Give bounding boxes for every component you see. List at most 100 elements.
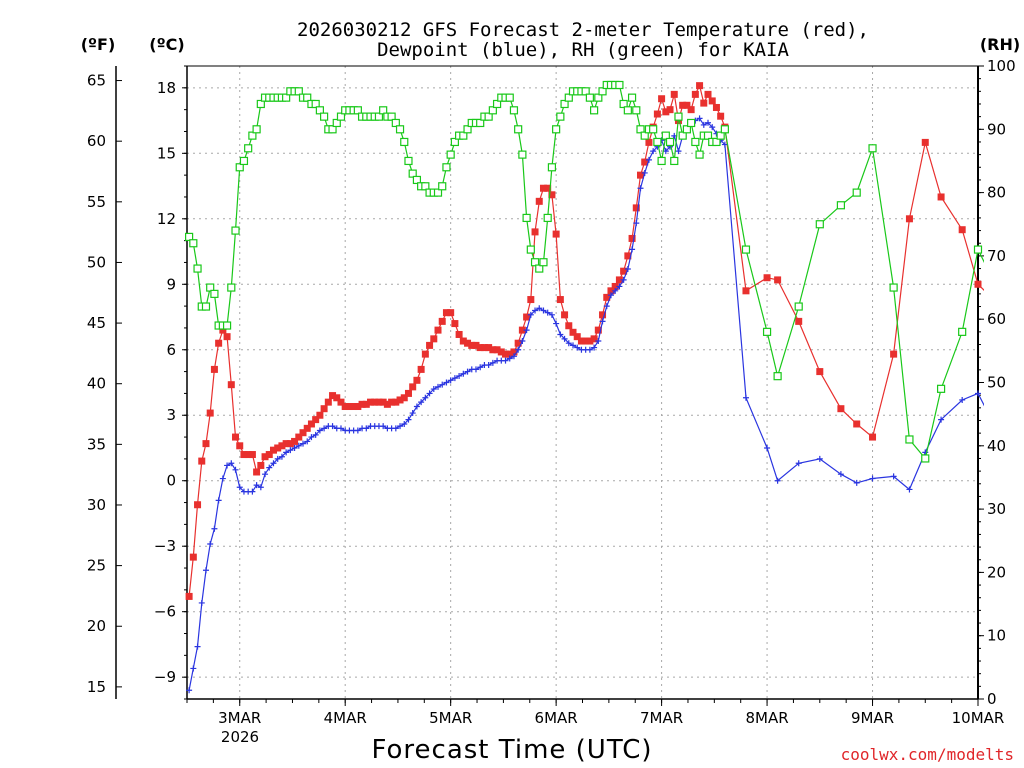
rh-point bbox=[547, 163, 557, 172]
temperature-point bbox=[523, 313, 531, 321]
temperature-point bbox=[240, 451, 248, 459]
dewpoint-point bbox=[837, 471, 844, 478]
dewpoint-point bbox=[198, 599, 205, 606]
temperature-point bbox=[594, 326, 602, 334]
rh-point bbox=[505, 93, 514, 102]
rh-point bbox=[463, 125, 472, 134]
dewpoint-point bbox=[295, 442, 302, 449]
dewpoint-point bbox=[202, 567, 209, 574]
rh-point bbox=[252, 125, 261, 134]
temperature-point bbox=[303, 424, 311, 432]
temperature-point bbox=[295, 433, 303, 441]
temperature-point bbox=[921, 138, 929, 146]
temperature-point bbox=[383, 400, 391, 408]
dewpoint-point bbox=[603, 303, 610, 310]
temperature-point bbox=[683, 101, 691, 109]
rh-point bbox=[598, 87, 607, 96]
temperature-point bbox=[468, 341, 476, 349]
temperature-point bbox=[379, 398, 387, 406]
dewpoint-point bbox=[991, 421, 997, 427]
temperature-point bbox=[497, 348, 505, 356]
fahrenheit-tick-label: 60 bbox=[87, 132, 106, 150]
rh-point bbox=[665, 137, 675, 147]
temperature-point bbox=[312, 416, 320, 424]
dewpoint-point bbox=[232, 466, 239, 473]
rh-point bbox=[294, 87, 303, 96]
rh-point bbox=[695, 150, 704, 159]
dewpoint-point bbox=[629, 246, 636, 253]
celsius-tick-label: −9 bbox=[154, 668, 176, 686]
temperature-point bbox=[236, 442, 244, 450]
dewpoint-point bbox=[439, 381, 446, 388]
dewpoint-point bbox=[506, 355, 513, 362]
dewpoint-point bbox=[599, 318, 606, 325]
dewpoint-point bbox=[401, 420, 408, 427]
dewpoint-point bbox=[641, 169, 648, 176]
temperature-point bbox=[316, 411, 324, 419]
temperature-point bbox=[299, 429, 307, 437]
dewpoint-point bbox=[890, 473, 897, 480]
axes: −9−6−30369121518152025303540455055606501… bbox=[87, 57, 1016, 727]
dewpoint-point bbox=[321, 425, 328, 432]
rh-point bbox=[623, 106, 632, 115]
dewpoint-point bbox=[249, 488, 256, 495]
dewpoint-point bbox=[489, 359, 496, 366]
temperature-point bbox=[662, 108, 670, 116]
dewpoint-point bbox=[257, 484, 264, 491]
dewpoint-point bbox=[190, 665, 197, 672]
rh-tick-label: 100 bbox=[987, 57, 1016, 75]
dewpoint-point bbox=[354, 427, 361, 434]
temperature-point bbox=[624, 252, 632, 260]
celsius-tick-label: −6 bbox=[154, 603, 176, 621]
rh-point bbox=[716, 131, 725, 140]
rh-point bbox=[615, 80, 624, 90]
temperature-point bbox=[615, 276, 623, 284]
rh-point bbox=[868, 144, 877, 153]
dewpoint-point bbox=[413, 403, 420, 410]
dewpoint-point bbox=[764, 444, 771, 451]
temperature-point bbox=[696, 82, 704, 90]
rh-point bbox=[535, 264, 544, 273]
rh-point bbox=[530, 258, 540, 267]
rh-point bbox=[303, 93, 312, 102]
rh-point bbox=[657, 156, 666, 166]
temperature-point bbox=[210, 365, 218, 373]
temperature-point bbox=[358, 400, 366, 408]
rh-point bbox=[627, 93, 637, 102]
temperature-point bbox=[257, 461, 265, 469]
celsius-tick-label: 3 bbox=[166, 406, 176, 424]
dewpoint-point bbox=[607, 292, 614, 299]
dewpoint-point bbox=[443, 379, 450, 386]
temperature-point bbox=[816, 368, 824, 376]
temperature-point bbox=[974, 280, 982, 288]
temperature-point bbox=[582, 337, 590, 345]
rh-point bbox=[189, 239, 198, 248]
temperature-point bbox=[388, 398, 396, 406]
temperature-point bbox=[202, 440, 210, 448]
rh-point bbox=[691, 137, 700, 147]
temperature-point bbox=[455, 330, 463, 338]
rh-point bbox=[958, 327, 967, 336]
temperature-point bbox=[194, 501, 202, 509]
rh-point bbox=[712, 137, 721, 147]
rh-point bbox=[201, 302, 211, 311]
temperature-point bbox=[637, 171, 645, 179]
temperature-point bbox=[506, 350, 514, 358]
rh-point bbox=[391, 118, 400, 128]
temperature-point bbox=[632, 204, 640, 212]
temperature-point bbox=[253, 468, 261, 476]
temperature-point bbox=[853, 420, 861, 428]
dewpoint-point bbox=[906, 486, 913, 493]
rh-point bbox=[514, 125, 523, 134]
dewpoint-point bbox=[329, 423, 336, 430]
temperature-point bbox=[265, 451, 273, 459]
rh-point bbox=[1006, 214, 1013, 221]
temperature-point bbox=[392, 398, 400, 406]
temperature-point bbox=[905, 215, 913, 223]
rh-point bbox=[687, 118, 696, 128]
dewpoint-point bbox=[536, 305, 543, 312]
rh-point bbox=[590, 106, 599, 115]
temperature-point bbox=[434, 326, 442, 334]
temperature-point bbox=[599, 311, 607, 319]
rh-axis-unit: (RH) bbox=[980, 35, 1020, 54]
